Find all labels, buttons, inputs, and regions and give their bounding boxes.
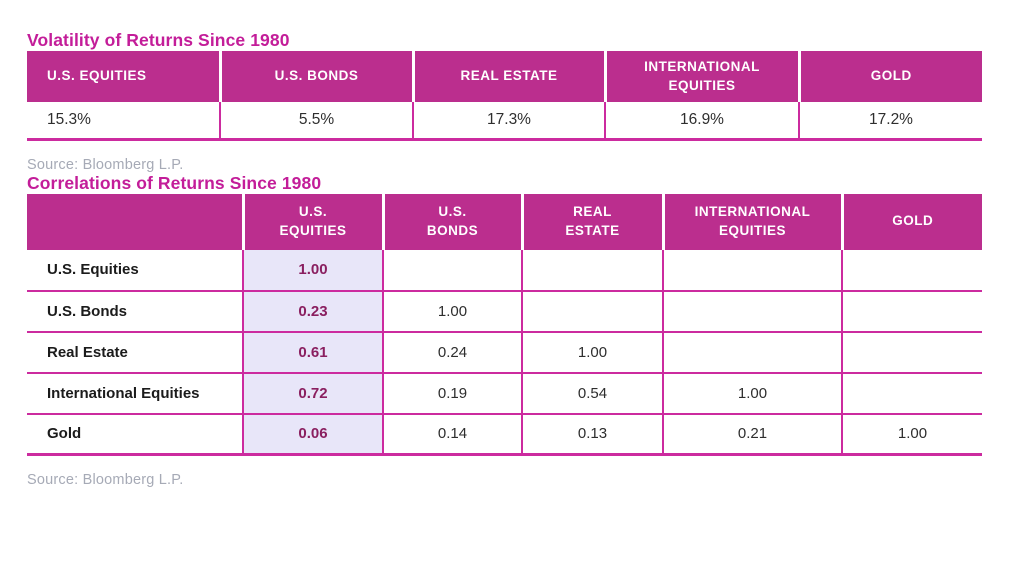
volatility-section-title: Volatility of Returns Since 1980 — [27, 30, 290, 50]
corr-cell-realestate-gold — [841, 330, 982, 373]
corr-cell-realestate-intleq — [662, 330, 842, 373]
correlations-table: U.S. EQUITIES U.S. BONDS REAL ESTATE INT… — [27, 193, 982, 456]
corr-cell-intleq-usbonds: 0.19 — [382, 371, 522, 414]
corr-cell-realestate-realestate: 1.00 — [521, 330, 663, 373]
corr-cell-gold-gold: 1.00 — [841, 412, 982, 456]
corr-cell-gold-intleq: 0.21 — [662, 412, 842, 456]
row-label-us-equities: U.S. Equities — [47, 261, 139, 278]
correlations-header-international-equities: INTERNATIONAL EQUITIES — [661, 193, 842, 250]
volatility-value-us-equities: 15.3% — [27, 102, 220, 141]
corr-cell-usbonds-intleq — [662, 289, 842, 332]
volatility-table-header: U.S. EQUITIES U.S. BONDS REAL ESTATE INT… — [27, 51, 982, 102]
correlations-header-us-bonds: U.S. BONDS — [381, 193, 522, 250]
corr-cell-useq-realestate — [521, 249, 663, 291]
correlations-header-empty — [27, 193, 243, 250]
volatility-value-us-bonds: 5.5% — [219, 102, 413, 141]
content-area: Volatility of Returns Since 1980 U.S. EQ… — [27, 30, 982, 488]
corr-cell-useq-intleq — [662, 249, 842, 291]
correlations-header-us-equities: U.S. EQUITIES — [241, 193, 383, 250]
corr-cell-intleq-useq: 0.72 — [242, 371, 383, 414]
correlations-row-real-estate: Real Estate 0.61 0.24 1.00 — [27, 330, 982, 373]
corr-cell-useq-usbonds — [382, 249, 522, 291]
volatility-value-real-estate: 17.3% — [412, 102, 605, 141]
row-label-real-estate: Real Estate — [27, 330, 243, 373]
correlations-header-gold: GOLD — [840, 193, 982, 250]
volatility-header-real-estate: REAL ESTATE — [411, 51, 605, 102]
row-label-us-bonds: U.S. Bonds — [27, 289, 243, 332]
correlations-row-us-equities: U.S. Equities 1.00 — [27, 249, 982, 291]
corr-cell-usbonds-realestate — [521, 289, 663, 332]
correlations-row-us-bonds: U.S. Bonds 0.23 1.00 — [27, 289, 982, 332]
corr-cell-intleq-realestate: 0.54 — [521, 371, 663, 414]
corr-cell-useq-useq: 1.00 — [242, 249, 383, 291]
corr-cell-usbonds-useq: 0.23 — [242, 289, 383, 332]
volatility-header-us-bonds: U.S. BONDS — [218, 51, 413, 102]
corr-cell-intleq-gold — [841, 371, 982, 414]
corr-cell-usbonds-usbonds: 1.00 — [382, 289, 522, 332]
volatility-value-international-equities: 16.9% — [604, 102, 799, 141]
corr-cell-realestate-useq: 0.61 — [242, 330, 383, 373]
volatility-values-row: 15.3% 5.5% 17.3% 16.9% 17.2% — [27, 102, 982, 141]
correlations-header-row: U.S. EQUITIES U.S. BONDS REAL ESTATE INT… — [27, 193, 982, 250]
volatility-header-us-equities: U.S. EQUITIES — [27, 51, 220, 102]
corr-cell-intleq-intleq: 1.00 — [662, 371, 842, 414]
corr-cell-gold-useq: 0.06 — [242, 412, 383, 456]
corr-cell-realestate-usbonds: 0.24 — [382, 330, 522, 373]
correlations-source-note: Source: Bloomberg L.P. — [27, 472, 184, 488]
corr-cell-useq-gold — [841, 249, 982, 291]
volatility-table: U.S. EQUITIES U.S. BONDS REAL ESTATE INT… — [27, 51, 982, 141]
row-label-gold: Gold — [27, 412, 243, 456]
correlations-section-title: Correlations of Returns Since 1980 — [27, 172, 322, 193]
volatility-header-gold: GOLD — [797, 51, 982, 102]
volatility-header-international-equities: INTERNATIONAL EQUITIES — [603, 51, 799, 102]
row-label-international-equities: International Equities — [27, 371, 243, 414]
correlations-table-header: U.S. EQUITIES U.S. BONDS REAL ESTATE INT… — [27, 193, 982, 250]
volatility-value-gold: 17.2% — [798, 102, 982, 141]
correlations-header-real-estate: REAL ESTATE — [520, 193, 663, 250]
volatility-source-note: Source: Bloomberg L.P. — [27, 156, 184, 173]
correlations-row-international-equities: International Equities 0.72 0.19 0.54 1.… — [27, 371, 982, 414]
corr-cell-gold-usbonds: 0.14 — [382, 412, 522, 456]
volatility-header-row: U.S. EQUITIES U.S. BONDS REAL ESTATE INT… — [27, 51, 982, 102]
corr-cell-usbonds-gold — [841, 289, 982, 332]
correlations-row-gold: Gold 0.06 0.14 0.13 0.21 1.00 — [27, 412, 982, 456]
corr-cell-gold-realestate: 0.13 — [521, 412, 663, 456]
